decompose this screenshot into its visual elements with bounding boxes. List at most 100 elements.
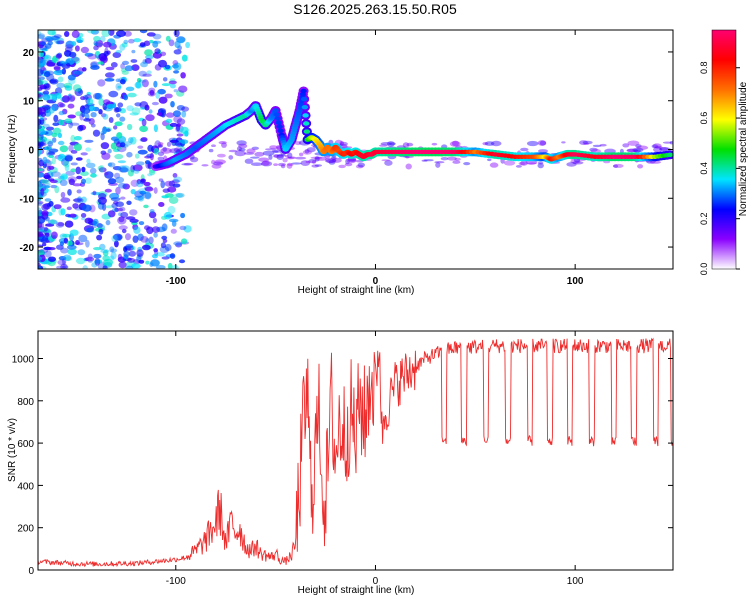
noise-speck (537, 161, 544, 165)
noise-speck (85, 147, 92, 152)
noise-speck (101, 113, 107, 118)
noise-speck (43, 83, 50, 89)
noise-speck (250, 156, 260, 159)
noise-speck (178, 85, 188, 93)
trace-point (274, 116, 281, 121)
noise-speck (175, 242, 183, 248)
noise-speck (176, 133, 184, 137)
noise-speck (90, 112, 97, 118)
noise-speck (81, 166, 86, 173)
noise-speck (487, 158, 492, 162)
noise-speck (168, 196, 179, 204)
noise-speck (122, 183, 130, 190)
noise-speck (46, 61, 56, 67)
noise-speck (61, 174, 68, 180)
noise-speck (380, 142, 392, 146)
noise-speck (64, 118, 73, 124)
x-tick-label: 100 (567, 576, 584, 587)
noise-speck (669, 141, 673, 145)
noise-speck (38, 57, 44, 64)
noise-speck (57, 140, 65, 146)
noise-speck (119, 206, 126, 212)
noise-speck (64, 85, 73, 91)
noise-speck (228, 149, 238, 153)
noise-speck (38, 250, 45, 256)
noise-speck (331, 156, 337, 160)
noise-speck (134, 190, 144, 198)
noise-speck (70, 122, 80, 126)
noise-speck (70, 162, 78, 166)
noise-speck (134, 81, 143, 89)
noise-speck (261, 160, 270, 166)
noise-speck (273, 163, 278, 167)
noise-speck (633, 149, 641, 153)
noise-speck (153, 248, 158, 253)
noise-speck (126, 123, 133, 131)
noise-speck (63, 254, 72, 261)
noise-speck (138, 259, 145, 264)
noise-speck (589, 147, 598, 152)
noise-speck (110, 252, 117, 260)
noise-speck (183, 225, 192, 233)
noise-speck (135, 81, 142, 89)
noise-speck (98, 167, 107, 173)
noise-speck (117, 102, 124, 108)
noise-speck (143, 204, 149, 209)
noise-speck (60, 247, 69, 254)
noise-speck (162, 238, 168, 243)
noise-speck (60, 175, 65, 181)
noise-speck (635, 144, 642, 148)
trace-point (300, 88, 307, 94)
noise-speck (38, 168, 44, 172)
noise-speck (156, 112, 163, 116)
noise-speck (44, 250, 52, 258)
noise-speck (120, 196, 126, 200)
noise-speck (134, 153, 140, 159)
y-tick-label: -10 (20, 194, 35, 205)
noise-speck (129, 209, 138, 216)
noise-speck (314, 164, 322, 167)
noise-speck (110, 197, 121, 202)
noise-speck (38, 118, 42, 126)
noise-speck (53, 66, 61, 71)
noise-speck (131, 107, 141, 115)
noise-speck (43, 175, 52, 179)
noise-speck (168, 80, 177, 85)
snr-x-label: Height of straight line (km) (298, 585, 415, 596)
noise-speck (113, 200, 119, 205)
noise-speck (72, 198, 82, 202)
noise-speck (173, 30, 180, 38)
noise-speck (148, 87, 156, 94)
noise-speck (125, 265, 134, 269)
colorbar-label: Normalized spectral amplitude (738, 81, 749, 216)
noise-speck (118, 261, 127, 269)
noise-speck (72, 203, 79, 209)
noise-speck (234, 150, 246, 157)
noise-speck (69, 213, 77, 218)
noise-speck (152, 40, 159, 48)
noise-speck (169, 139, 179, 143)
noise-speck (172, 60, 179, 66)
noise-speck (158, 96, 168, 104)
noise-speck (45, 223, 55, 227)
noise-speck (132, 235, 139, 243)
noise-speck (180, 238, 188, 245)
noise-speck (146, 70, 152, 75)
noise-speck (73, 143, 82, 151)
noise-speck (44, 36, 53, 41)
noise-speck (103, 258, 114, 266)
noise-speck (38, 79, 44, 86)
noise-speck (579, 140, 588, 146)
noise-speck (78, 234, 88, 243)
noise-speck (67, 114, 76, 119)
y-tick-label: 600 (17, 439, 34, 450)
noise-speck (46, 145, 53, 150)
noise-speck (338, 164, 346, 169)
noise-speck (57, 102, 64, 108)
spectrogram-x-label: Height of straight line (km) (298, 285, 415, 296)
noise-speck (114, 146, 122, 150)
noise-speck (71, 30, 80, 38)
trace-point (301, 105, 309, 110)
noise-speck (126, 200, 132, 205)
noise-speck (46, 247, 56, 251)
